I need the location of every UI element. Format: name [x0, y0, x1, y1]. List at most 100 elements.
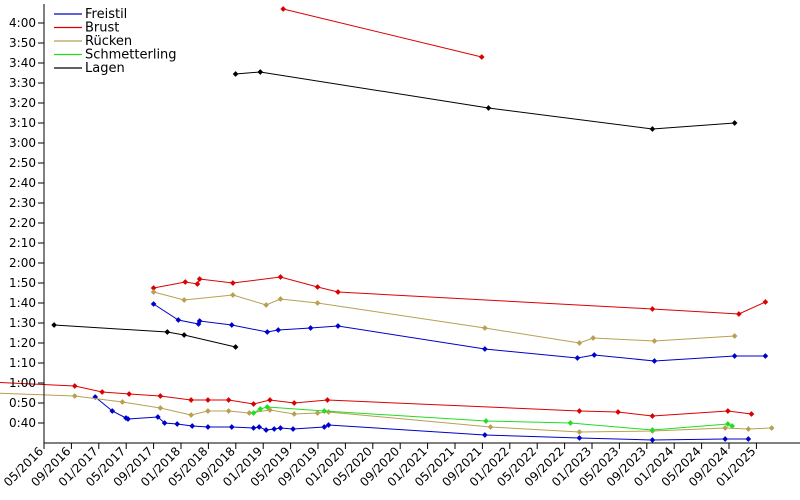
y-tick-label: 2:40 [9, 176, 36, 190]
data-point [280, 6, 287, 12]
data-point [157, 393, 164, 399]
data-point [181, 297, 187, 303]
data-point [275, 327, 282, 333]
data-point [651, 338, 658, 344]
data-point [71, 383, 78, 389]
y-tick-label: 2:10 [9, 236, 36, 250]
data-point [250, 410, 257, 416]
data-point [649, 437, 656, 443]
y-tick-label: 3:10 [9, 116, 36, 130]
plot-area [0, 6, 775, 443]
data-point [181, 332, 187, 338]
data-point [335, 323, 341, 329]
data-point [590, 335, 596, 341]
data-point [232, 71, 239, 77]
data-point [232, 344, 239, 350]
data-point [722, 436, 729, 442]
data-point [290, 426, 296, 432]
data-point [164, 329, 171, 335]
y-tick-label: 0:50 [9, 396, 36, 410]
data-point [267, 397, 273, 403]
data-point [762, 353, 769, 359]
data-point [314, 284, 321, 290]
legend-label: Rücken [85, 34, 132, 49]
data-point [482, 432, 488, 438]
y-tick-label: 0:40 [9, 416, 36, 430]
data-point [264, 329, 271, 335]
series-line [283, 8, 482, 58]
data-point [649, 306, 656, 312]
data-point [291, 400, 298, 406]
data-point [228, 322, 235, 328]
data-point [478, 54, 485, 60]
series-line [153, 276, 766, 315]
data-point [576, 429, 583, 435]
data-point [335, 289, 341, 295]
data-point [257, 69, 264, 75]
data-point [574, 355, 581, 361]
data-point [175, 317, 182, 323]
legend-label: Lagen [85, 61, 125, 76]
data-point [267, 407, 273, 413]
data-point [314, 300, 321, 306]
data-point [225, 408, 232, 414]
data-point [321, 424, 328, 430]
data-point [230, 292, 236, 298]
data-point [256, 424, 262, 430]
data-point [250, 401, 257, 407]
data-point [188, 397, 194, 403]
data-point [230, 280, 236, 286]
data-point [277, 296, 284, 302]
data-point [126, 391, 132, 397]
data-point [150, 301, 157, 307]
data-point [264, 404, 271, 410]
y-tick-label: 2:30 [9, 196, 36, 210]
data-point [277, 274, 284, 280]
axes [43, 4, 800, 444]
data-point [51, 322, 57, 328]
data-point [157, 405, 164, 411]
data-point [482, 346, 488, 352]
y-tick-label: 1:50 [9, 276, 36, 290]
data-point [257, 406, 264, 412]
data-point [263, 302, 269, 308]
series-line [153, 303, 766, 362]
data-point [576, 408, 583, 414]
data-point [324, 397, 331, 403]
data-point [487, 424, 494, 430]
series-line [0, 392, 772, 433]
data-point [225, 397, 232, 403]
data-point [196, 276, 203, 282]
data-point [762, 299, 769, 305]
data-point [736, 311, 742, 317]
x-axis-ticks: 05/201609/201601/201705/201709/201701/20… [1, 443, 759, 489]
data-point [649, 427, 656, 433]
data-point [615, 409, 621, 415]
data-point [189, 423, 196, 429]
data-point [576, 435, 583, 441]
y-tick-label: 3:50 [9, 36, 36, 50]
data-point [482, 325, 488, 331]
data-point [731, 353, 738, 359]
data-point [205, 424, 211, 430]
series-line [54, 324, 236, 348]
y-tick-label: 1:10 [9, 356, 36, 370]
y-axis-ticks: 0:40 0:50 1:00 1:10 1:20 1:30 1:40 1:50 2:00 2:10… [9, 16, 44, 430]
series-line [235, 71, 735, 130]
series-line [94, 396, 749, 441]
data-point [188, 412, 194, 418]
legend-label: Schmetterling [85, 48, 177, 63]
data-point [161, 420, 168, 426]
y-tick-label: 1:20 [9, 336, 36, 350]
y-tick-label: 2:20 [9, 216, 36, 230]
data-point [174, 421, 181, 427]
y-tick-label: 3:00 [9, 136, 36, 150]
data-point [307, 325, 314, 331]
y-tick-label: 3:40 [9, 56, 36, 70]
data-point [483, 418, 489, 424]
data-point [194, 281, 201, 287]
data-point [291, 411, 298, 417]
data-point [99, 389, 105, 395]
data-point [567, 420, 574, 426]
